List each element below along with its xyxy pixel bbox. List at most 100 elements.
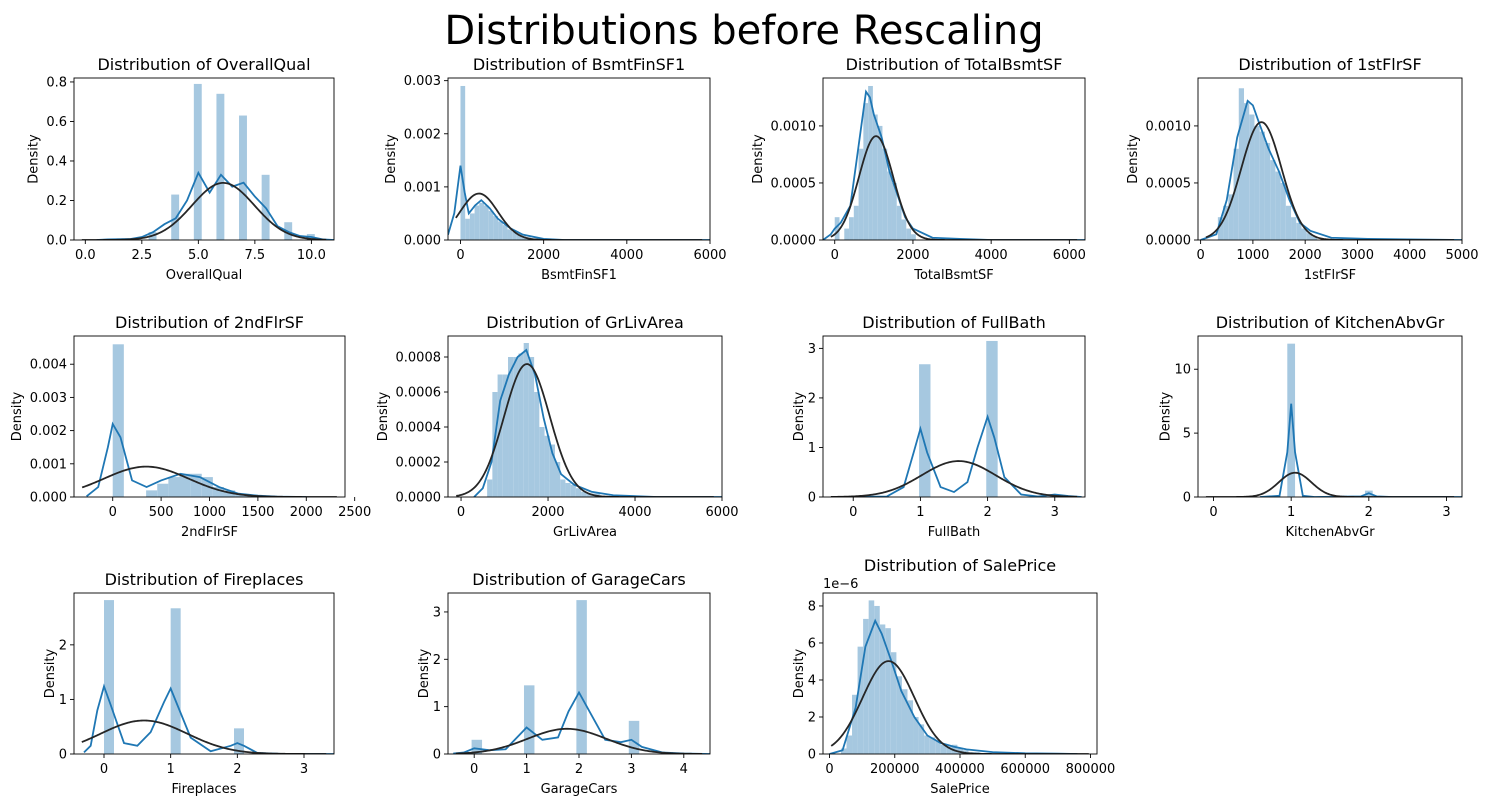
hist-bar: [1296, 222, 1302, 240]
x-tick-label: 6000: [705, 505, 738, 520]
x-tick-label: 5.0: [188, 248, 209, 263]
hist-bar: [852, 694, 858, 754]
subplot-title: Distribution of SalePrice: [864, 556, 1056, 575]
y-axis-label: Density: [1159, 391, 1174, 441]
hist-bar: [460, 85, 466, 240]
x-axis-label: SalePrice: [930, 782, 990, 797]
x-tick-label: 200000: [870, 762, 920, 777]
x-tick-label: 2: [575, 762, 583, 777]
hist-bar: [465, 218, 470, 240]
plot-area: [823, 85, 1085, 240]
x-tick-label: 0: [831, 248, 839, 263]
hist-bar: [502, 374, 509, 497]
hist-bar: [896, 205, 902, 240]
plot-area: [829, 600, 1089, 754]
y-axis-label: Density: [376, 391, 391, 441]
hist-bar: [868, 600, 875, 754]
normal-fit-line: [830, 660, 1089, 754]
x-tick-label: 4000: [618, 505, 651, 520]
hist-bar: [488, 210, 494, 240]
hist-bar: [885, 628, 891, 754]
y-tick-label: 0: [808, 491, 816, 506]
x-tick-label: 3: [300, 762, 308, 777]
axes-frame: [822, 335, 1086, 498]
hist-bar: [479, 202, 484, 240]
hist-bar: [1223, 205, 1229, 240]
x-tick-label: 2: [983, 505, 991, 520]
y-tick-label: 0: [59, 748, 67, 763]
plot-area: [453, 600, 710, 754]
hist-bar: [890, 652, 897, 754]
x-tick-label: 0: [109, 505, 117, 520]
kde-line: [829, 618, 1078, 754]
axes-frame: [447, 335, 723, 498]
x-tick-label: 2: [233, 762, 241, 777]
hist-bar: [513, 357, 519, 497]
subplot-SalePrice: 0 200000 400000 600000 800000 0 2 4 6 8 1e−6 Distri…: [792, 556, 1115, 797]
x-tick-label: 1: [1287, 505, 1295, 520]
normal-fit-line: [1205, 471, 1455, 497]
hist-bar: [1301, 228, 1307, 240]
hist-bar: [1254, 125, 1260, 240]
y-tick-label: 2: [433, 653, 441, 668]
subplot-GarageCars: 0 1 2 3 4 0 1 2 3 Distribution of GarageCars Garag…: [417, 570, 711, 797]
y-axis-label: Density: [792, 391, 807, 441]
hist-bar: [872, 114, 878, 240]
axes-frame: [1197, 77, 1463, 241]
hist-bar: [497, 374, 503, 497]
normal-fit-line: [456, 363, 714, 497]
hist-bar: [951, 744, 958, 754]
hist-bar: [834, 217, 840, 240]
hist-bar: [179, 473, 191, 497]
hist-bar: [216, 93, 225, 240]
x-tick-label: 0: [825, 762, 833, 777]
hist-bar: [170, 608, 181, 754]
axes-frame: [1197, 335, 1463, 498]
y-tick-label: 0.2: [46, 194, 67, 209]
hist-bar: [146, 490, 158, 497]
x-tick-label: 6000: [693, 248, 726, 263]
subplot-GrLivArea: 0 2000 4000 6000 0.0000 0.0002 0.0004 0.0006 0.0…: [376, 313, 739, 540]
plot-area: [1200, 88, 1462, 240]
x-tick-label: 4000: [610, 248, 643, 263]
hist-bar: [840, 748, 847, 754]
x-axis-label: 2ndFlrSF: [181, 525, 238, 540]
subplot-KitchenAbvGr: 0 1 2 3 0 5 10 Distribution of KitchenAbvGr Kitc…: [1159, 313, 1463, 540]
x-axis-label: OverallQual: [166, 268, 243, 283]
x-tick-label: 4: [680, 762, 688, 777]
x-tick-label: 400000: [935, 762, 985, 777]
x-tick-label: 0: [1209, 505, 1217, 520]
y-axis-label: Density: [1126, 134, 1141, 184]
hist-bar: [863, 618, 869, 754]
hist-bar: [498, 221, 503, 240]
x-tick-label: 1: [167, 762, 175, 777]
x-tick-label: 2000: [290, 505, 323, 520]
hist-bar: [1275, 171, 1281, 240]
hist-bar: [844, 228, 850, 240]
hist-bar: [239, 115, 247, 240]
y-tick-label: 0.4: [46, 154, 67, 169]
hist-bar: [1228, 194, 1234, 240]
x-tick-label: 0: [1196, 248, 1204, 263]
subplot-Fireplaces: 0 1 2 3 0 1 2 Distribution of Fireplaces Firepla…: [43, 570, 335, 797]
hist-bar: [1233, 148, 1239, 240]
axes-frame: [822, 77, 1086, 241]
x-tick-label: 3000: [1341, 248, 1374, 263]
x-axis-label: FullBath: [928, 525, 980, 540]
subplot-1stFlrSF: 0 1000 2000 3000 4000 5000 0.0000 0.0005 0.0010 D…: [1126, 55, 1479, 283]
hist-bar: [554, 462, 561, 497]
x-tick-label: 0: [100, 762, 108, 777]
y-tick-label: 2: [808, 710, 816, 725]
x-tick-label: 2000: [1289, 248, 1322, 263]
hist-bar: [1217, 217, 1224, 240]
subplot-title: Distribution of 2ndFlrSF: [115, 313, 304, 332]
x-tick-label: 0: [470, 762, 478, 777]
y-tick-label: 3: [808, 342, 816, 357]
hist-bar: [234, 728, 244, 754]
x-tick-label: 5000: [1445, 248, 1478, 263]
hist-bar: [539, 427, 545, 497]
hist-bar: [911, 234, 916, 240]
hist-bar: [534, 392, 540, 497]
kde-line: [83, 683, 334, 754]
subplot-OverallQual: 0.0 2.5 5.0 7.5 10.0 0.0 0.2 0.4 0.6 0.8 Distribut…: [26, 55, 335, 283]
